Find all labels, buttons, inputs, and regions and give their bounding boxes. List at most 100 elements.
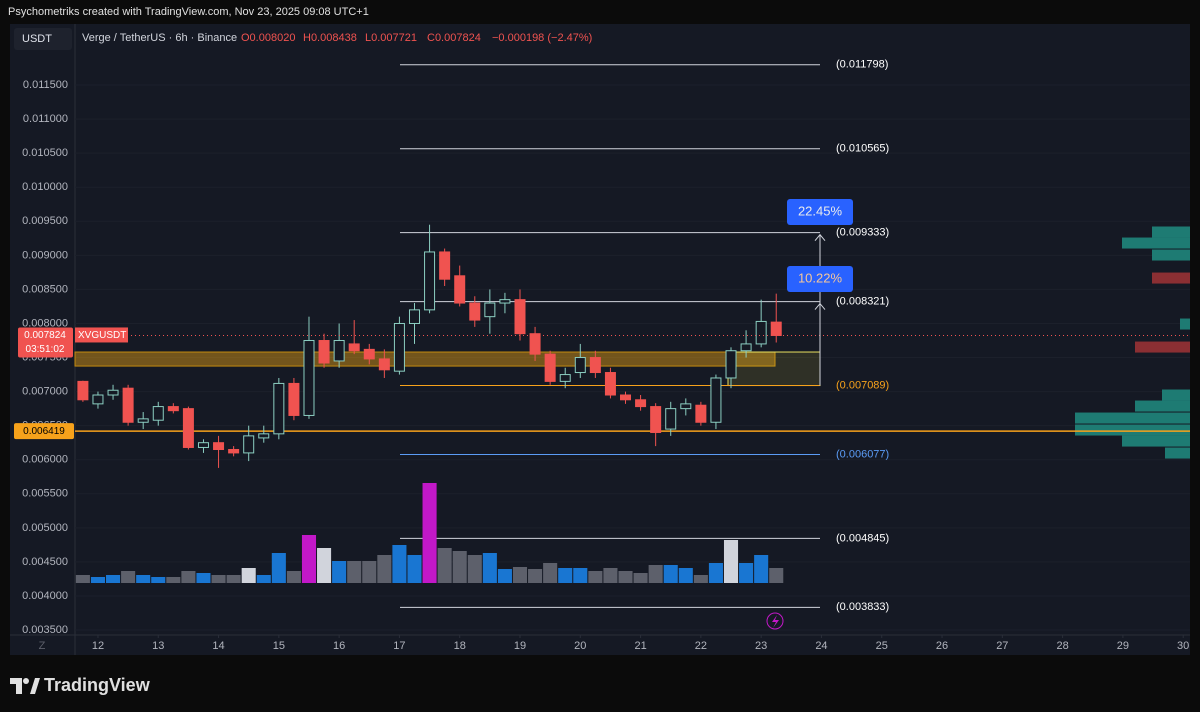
- y-tick-label: 0.003500: [22, 624, 68, 636]
- candle-body: [544, 353, 556, 382]
- y-tick-label: 0.004500: [22, 556, 68, 568]
- volume-bar: [663, 565, 678, 583]
- annotation: 22.45%: [798, 203, 843, 218]
- candle-body: [559, 374, 571, 382]
- logo-mark: [23, 678, 29, 684]
- volume-bar: [407, 555, 422, 583]
- volume-bar: [286, 571, 301, 583]
- candle-body: [499, 299, 511, 304]
- chart-panel: [10, 24, 1190, 655]
- currency-box: [14, 28, 72, 50]
- candle-body: [122, 387, 134, 423]
- fib-label: (0.009333): [836, 227, 889, 239]
- x-tick-label: 16: [333, 640, 345, 652]
- volume-bar: [618, 571, 633, 583]
- candle-body: [695, 404, 707, 423]
- volume-bar: [648, 565, 663, 583]
- ohlc-close: C0.007824: [427, 32, 481, 44]
- x-tick-label: 23: [755, 640, 767, 652]
- volume-bar: [723, 540, 739, 583]
- volume-bar: [543, 563, 558, 583]
- candle-body: [469, 302, 481, 321]
- candle-body: [152, 406, 164, 421]
- ohlc-low: L0.007721: [365, 32, 417, 44]
- candle-body: [378, 358, 390, 371]
- price-label-box: [18, 327, 73, 358]
- zone: [727, 351, 821, 387]
- volume-bar: [708, 563, 723, 583]
- ohlc-open: O0.008020: [241, 32, 295, 44]
- symbol-label: XVGUSDT: [78, 330, 126, 341]
- candle-body: [484, 302, 496, 318]
- x-tick-label: 17: [393, 640, 405, 652]
- candle-body: [439, 251, 451, 280]
- volume-bar: [362, 561, 377, 583]
- annotation-box: [787, 266, 853, 292]
- candle-body: [589, 357, 601, 374]
- fib-label: (0.004845): [836, 532, 889, 544]
- candle-body: [318, 340, 330, 364]
- logo-mark: [10, 678, 22, 694]
- candle-body: [620, 394, 632, 401]
- candle-body: [574, 357, 586, 374]
- candle-body: [635, 399, 647, 408]
- volume-bar: [136, 575, 151, 583]
- volume-bar: [467, 555, 482, 583]
- candle-body: [288, 382, 300, 416]
- brand: TradingView: [44, 675, 151, 695]
- fib-label: (0.010565): [836, 143, 889, 155]
- x-tick-label: 14: [212, 640, 224, 652]
- zone: [74, 351, 776, 367]
- volume-profile-row: [1135, 400, 1190, 412]
- change: −0.000198 (−2.47%): [492, 32, 592, 44]
- y-tick-label: 0.005000: [22, 522, 68, 534]
- volume-bar: [528, 569, 543, 583]
- volume-bar: [347, 561, 362, 583]
- event-icon[interactable]: [766, 612, 784, 630]
- candle-body: [740, 343, 752, 352]
- volume-bar: [226, 575, 241, 583]
- volume-bar: [678, 568, 693, 583]
- candle-body: [137, 418, 149, 423]
- volume-bar: [437, 548, 452, 583]
- candle-body: [197, 442, 209, 448]
- volume-bar: [332, 561, 347, 583]
- candle-body: [243, 435, 255, 454]
- annotation: 10.22%: [798, 270, 843, 285]
- volume-bar: [633, 573, 648, 583]
- volume-bar: [151, 577, 166, 583]
- volume-profile-row: [1075, 412, 1190, 424]
- volume-bar: [482, 553, 497, 583]
- volume-bar: [317, 548, 332, 583]
- x-tick-label: 20: [574, 640, 586, 652]
- volume-bar: [256, 575, 271, 583]
- volume-bar: [558, 568, 573, 583]
- volume-profile-row: [1152, 226, 1190, 238]
- currency: USDT: [22, 33, 52, 45]
- volume-profile-row: [1075, 424, 1190, 436]
- volume-bar: [211, 575, 226, 583]
- annotation-box: [787, 199, 853, 225]
- volume-profile-row: [1152, 249, 1190, 261]
- fib-label: (0.008321): [836, 296, 889, 308]
- ohlc-high: H0.008438: [303, 32, 357, 44]
- axis-corner: Z: [39, 640, 46, 652]
- y-tick-label: 0.008000: [22, 317, 68, 329]
- volume-bar: [497, 569, 512, 583]
- y-tick-label: 0.007000: [22, 386, 68, 398]
- volume-profile-row: [1180, 318, 1190, 330]
- volume-profile-row: [1152, 272, 1190, 284]
- candle-body: [454, 275, 466, 304]
- volume-profile-row: [1165, 447, 1190, 459]
- volume-bar: [754, 555, 769, 583]
- candle-body: [529, 333, 541, 355]
- fib-label: (0.006077): [836, 448, 889, 460]
- candle-body: [213, 442, 225, 451]
- candle-body: [167, 406, 179, 412]
- volume-bar: [75, 575, 90, 583]
- volume-profile-row: [1135, 341, 1190, 353]
- x-tick-label: 15: [273, 640, 285, 652]
- brand-logo: TradingView: [10, 675, 151, 695]
- y-tick-label: 0.005500: [22, 488, 68, 500]
